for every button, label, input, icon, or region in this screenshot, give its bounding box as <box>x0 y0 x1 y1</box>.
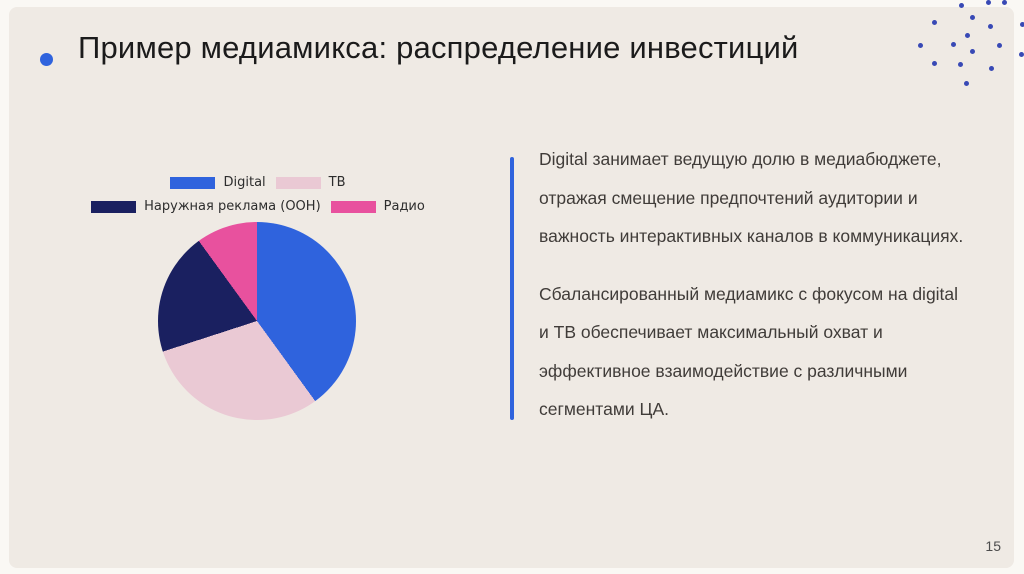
legend-swatch-icon <box>91 200 137 213</box>
decorative-dot <box>1002 0 1007 5</box>
legend-label: Digital <box>223 175 266 190</box>
legend-item: ТВ <box>275 175 346 190</box>
decorative-dot <box>970 49 975 54</box>
decorative-dot <box>964 81 969 86</box>
decorative-dot <box>951 42 956 47</box>
legend-label: Наружная реклама (OOH) <box>144 199 321 214</box>
insight-paragraph-2: Сбалансированный медиамикс с фокусом на … <box>539 283 959 420</box>
decorative-dot <box>918 43 923 48</box>
decorative-dot <box>958 62 963 67</box>
legend-item: Наружная реклама (OOH) <box>91 199 321 214</box>
legend-label: ТВ <box>328 175 346 190</box>
legend-swatch-icon <box>170 176 216 189</box>
legend-swatch-icon <box>330 200 376 213</box>
decorative-dot <box>932 20 937 25</box>
decorative-dot <box>965 33 970 38</box>
legend-row: Digital ТВ <box>170 175 346 190</box>
pie-chart-legend: Digital ТВ Наружная реклама (OOH) Радио <box>48 175 468 214</box>
legend-item: Радио <box>330 199 425 214</box>
decorative-dot <box>970 15 975 20</box>
legend-item: Digital <box>170 175 266 190</box>
page-title: Пример медиамикса: распределение инвести… <box>78 30 799 65</box>
decorative-dot <box>989 66 994 71</box>
legend-swatch-icon <box>275 176 321 189</box>
title-bullet-icon <box>40 53 53 66</box>
slide-canvas: Пример медиамикса: распределение инвести… <box>9 7 1014 568</box>
decorative-dot <box>997 43 1002 48</box>
decorative-dot <box>986 0 991 5</box>
decorative-dot <box>959 3 964 8</box>
decorative-dot <box>988 24 993 29</box>
page-number: 15 <box>985 538 1001 554</box>
legend-row: Наружная реклама (OOH) Радио <box>91 199 425 214</box>
media-mix-pie-chart <box>158 222 356 420</box>
decorative-dot <box>1020 22 1024 27</box>
insight-text-block: Digital занимает ведущую долю в медиабюд… <box>539 140 1009 429</box>
insight-paragraph-1: Digital занимает ведущую долю в медиабюд… <box>539 149 964 246</box>
decorative-dot <box>1019 52 1024 57</box>
accent-divider-line <box>510 157 514 420</box>
legend-label: Радио <box>383 199 425 214</box>
decorative-dot <box>932 61 937 66</box>
